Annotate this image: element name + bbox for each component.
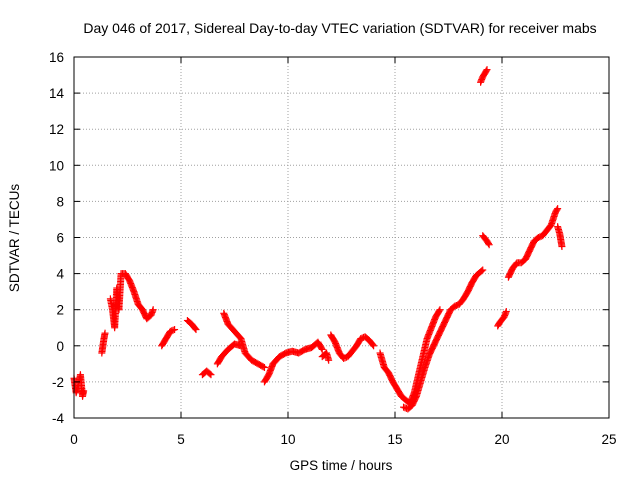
y-tick-label: 8 [56, 194, 64, 209]
grid-lines [74, 57, 609, 418]
y-tick-label: 10 [49, 158, 64, 173]
data-segment [554, 223, 566, 251]
data-segment [318, 349, 333, 364]
data-segment [220, 309, 268, 371]
y-tick-label: 14 [49, 86, 65, 101]
y-tick-label: 16 [49, 50, 64, 65]
data-segment [213, 340, 245, 368]
x-tick-label: 5 [177, 432, 185, 447]
axis-ticks [73, 56, 610, 419]
chart-title: Day 046 of 2017, Sidereal Day-to-day VTE… [83, 20, 596, 36]
x-tick-label: 0 [70, 432, 78, 447]
data-segment [376, 306, 444, 408]
y-tick-label: 12 [49, 122, 64, 137]
data-segment [106, 270, 157, 332]
x-axis-label: GPS time / hours [290, 458, 393, 473]
data-segment [400, 266, 487, 413]
data-segment [70, 371, 88, 400]
y-axis-label: SDTVAR / TECUs [7, 184, 22, 293]
data-segment [494, 308, 510, 330]
x-tick-label: 20 [494, 432, 509, 447]
data-segment [260, 338, 326, 386]
y-tick-label: 2 [56, 303, 64, 318]
data-segment [327, 331, 378, 362]
data-segment [98, 329, 109, 357]
y-tick-label: 0 [56, 339, 64, 354]
y-tick-label: -2 [52, 375, 64, 390]
data-segment [504, 205, 562, 281]
y-tick-labels: -4 -2 0 2 4 6 8 10 12 14 16 [49, 50, 65, 426]
data-segment [198, 367, 215, 379]
y-tick-label: -4 [52, 411, 64, 426]
x-tick-label: 15 [387, 432, 402, 447]
x-tick-label: 10 [280, 432, 295, 447]
data-segment [158, 326, 179, 350]
y-tick-label: 6 [56, 231, 64, 246]
x-tick-labels: 0 5 10 15 20 25 [70, 432, 616, 447]
data-segment [477, 66, 491, 86]
data-segment [183, 317, 200, 334]
y-tick-label: 4 [56, 267, 64, 282]
x-tick-label: 25 [601, 432, 616, 447]
data-segment [479, 232, 493, 249]
data-points [70, 66, 566, 413]
